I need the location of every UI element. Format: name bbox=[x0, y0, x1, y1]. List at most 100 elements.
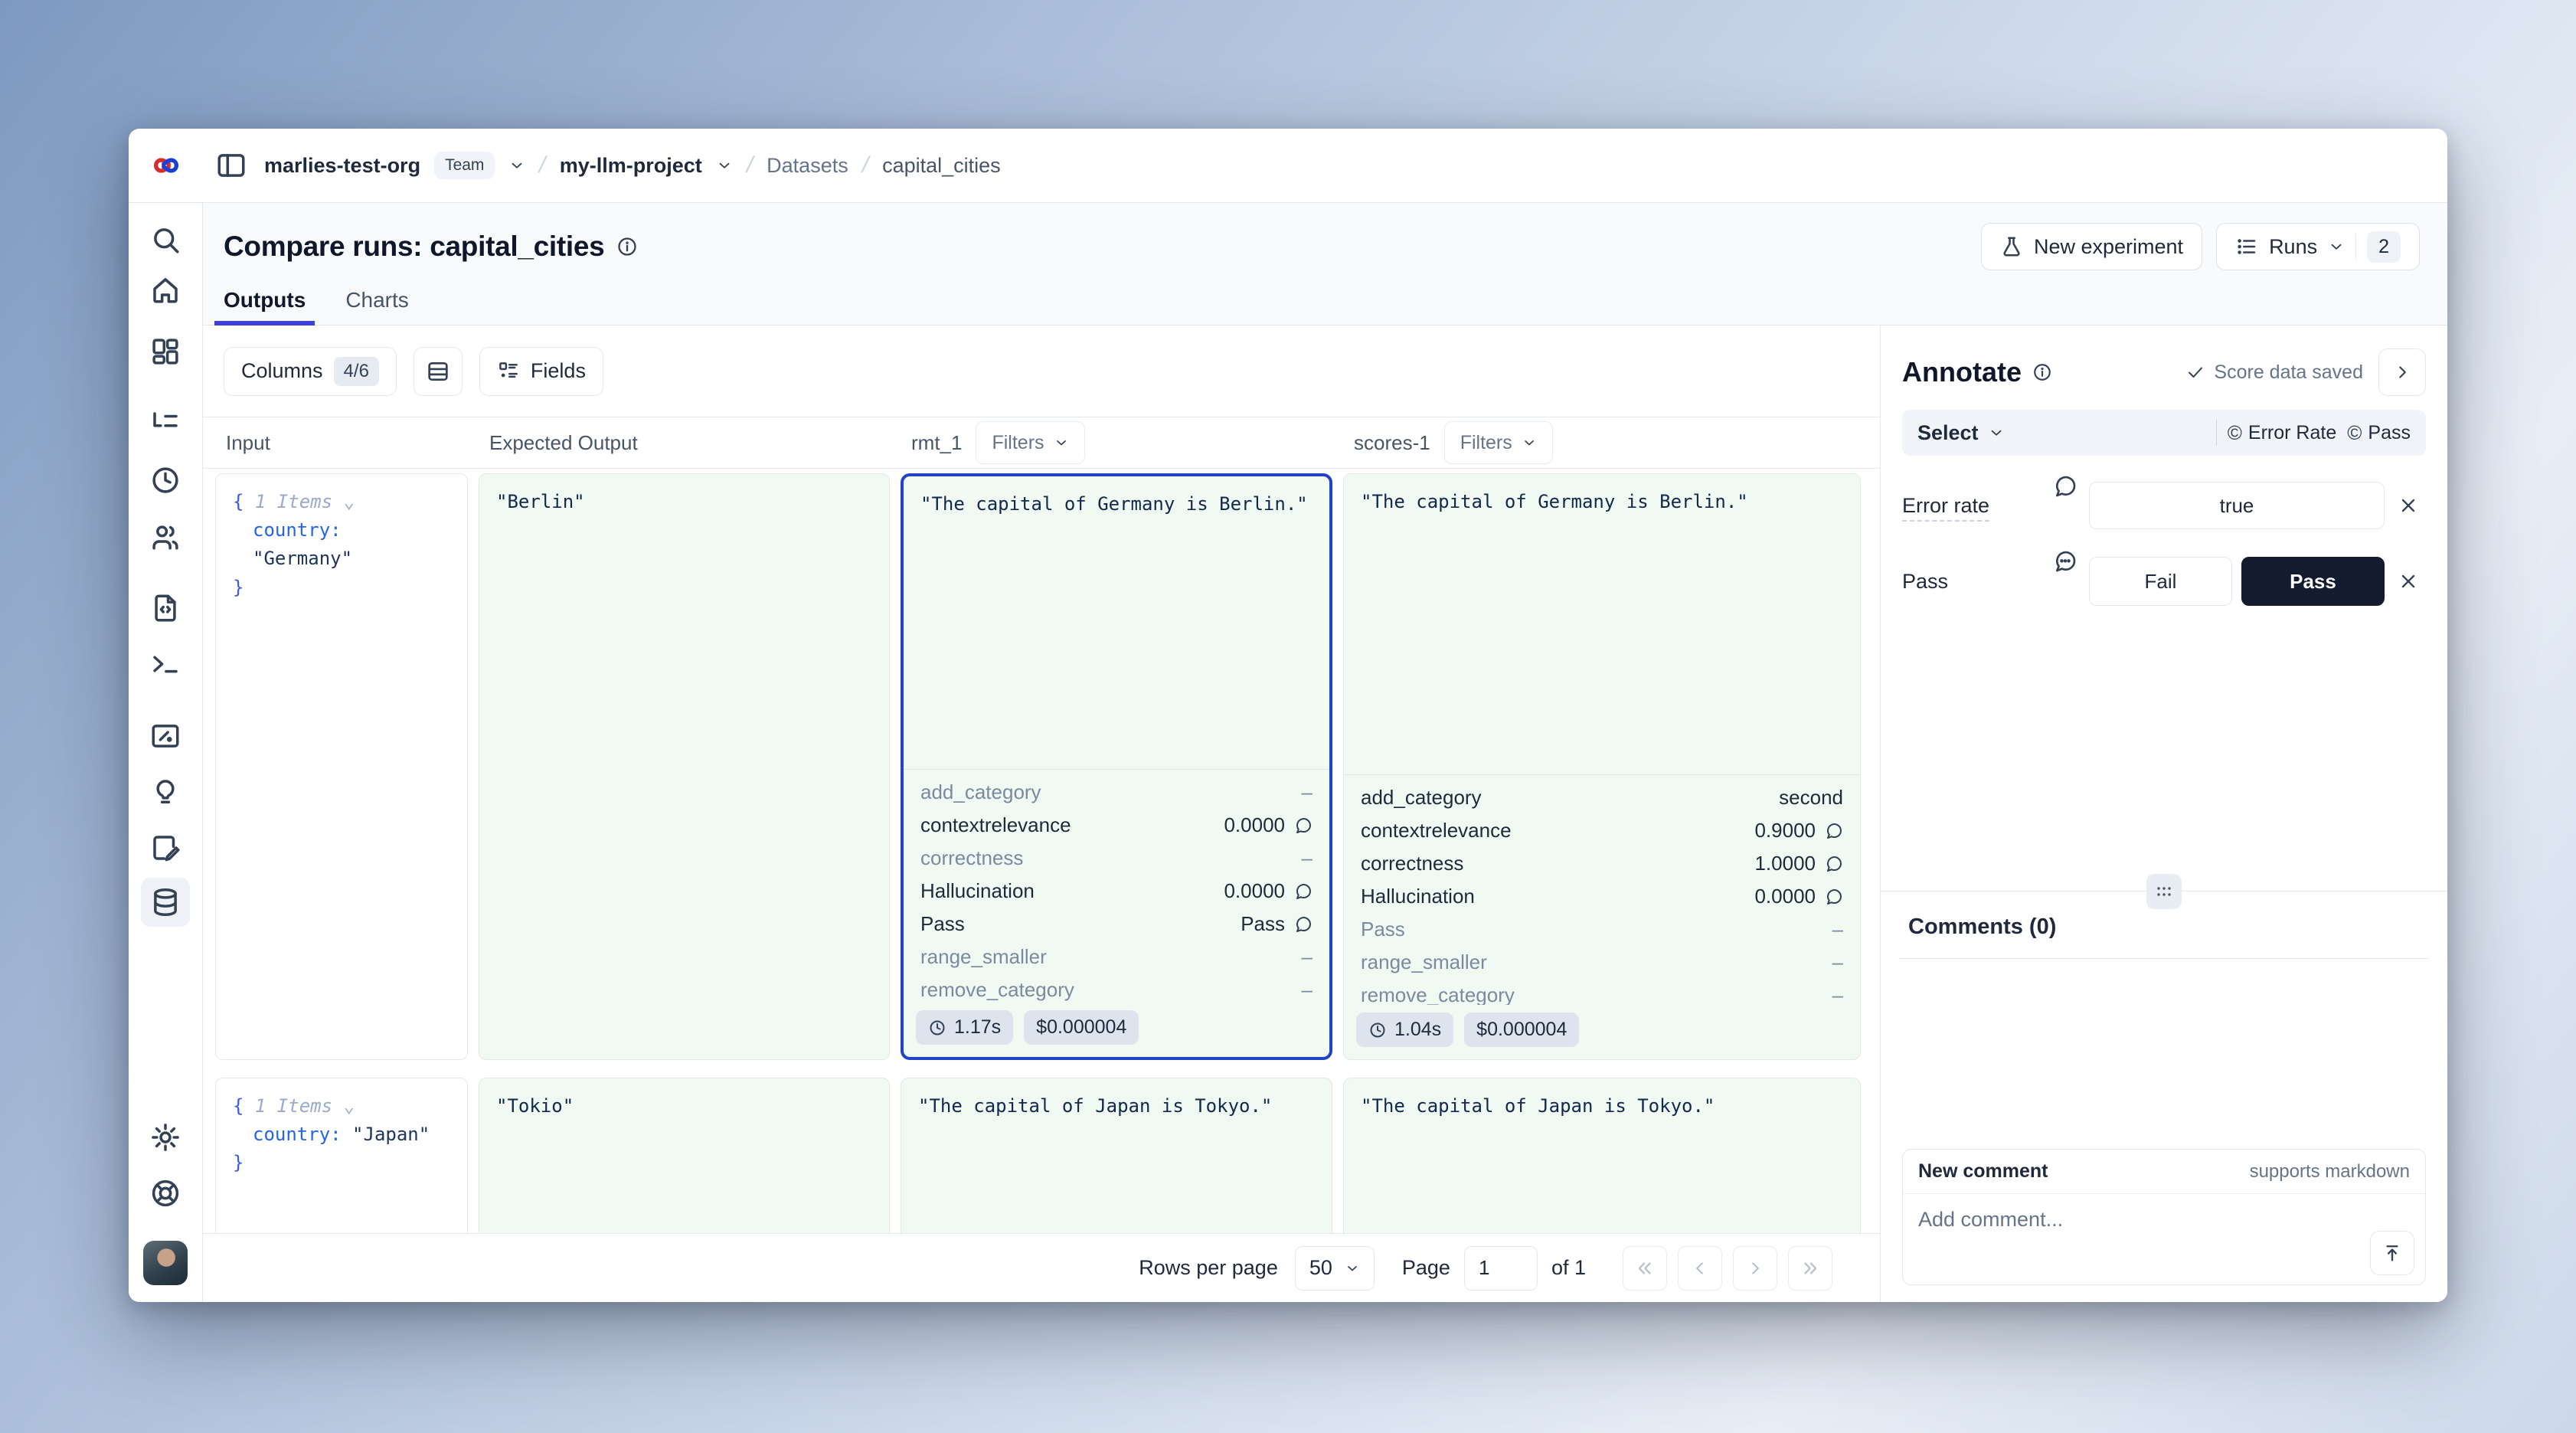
chevron-down-icon bbox=[1056, 440, 1066, 446]
sidebar-item-playground-terminal[interactable] bbox=[141, 640, 190, 689]
sidebar-item-insights[interactable] bbox=[141, 767, 190, 816]
sidebar-item-users[interactable] bbox=[141, 512, 190, 561]
breadcrumb-dataset-name[interactable]: capital_cities bbox=[882, 153, 1001, 177]
run2-output-cell[interactable]: "The capital of Germany is Berlin." add_… bbox=[1343, 473, 1861, 1060]
user-avatar[interactable] bbox=[141, 1238, 190, 1287]
submit-comment-button[interactable] bbox=[2370, 1231, 2414, 1275]
sidebar-item-tracing[interactable] bbox=[141, 400, 190, 449]
input-cell[interactable]: { 1 Items ⌄ country: "Germany" } bbox=[215, 473, 468, 1060]
comment-filled-icon[interactable] bbox=[2042, 549, 2089, 574]
clear-score-button[interactable] bbox=[2391, 571, 2426, 592]
collapse-panel-button[interactable] bbox=[2378, 348, 2426, 396]
sidebar-item-sessions[interactable] bbox=[141, 456, 190, 505]
last-page-button[interactable] bbox=[1788, 1245, 1832, 1291]
sidebar-item-search[interactable] bbox=[141, 215, 190, 264]
error-rate-value-input[interactable] bbox=[2089, 482, 2385, 529]
rows-per-page-label: Rows per page bbox=[1139, 1256, 1278, 1279]
breadcrumb-separator: / bbox=[537, 152, 549, 178]
top-nav: marlies-test-org Team / my-llm-project /… bbox=[129, 129, 2447, 203]
cost-badge: $0.000004 bbox=[1464, 1013, 1580, 1047]
runs-button[interactable]: Runs 2 bbox=[2216, 223, 2420, 270]
score-label-pass[interactable]: Pass bbox=[1902, 569, 1949, 593]
comment-icon[interactable] bbox=[1294, 816, 1313, 835]
run2-output-cell[interactable]: "The capital of Japan is Tokyo." bbox=[1343, 1078, 1861, 1233]
json-value: "Japan" bbox=[352, 1124, 430, 1146]
row-height-button[interactable] bbox=[413, 346, 463, 396]
run2-filters-button[interactable]: Filters bbox=[1443, 421, 1553, 464]
logo-icon bbox=[153, 158, 178, 173]
comment-input[interactable] bbox=[1903, 1194, 2425, 1284]
sidebar-item-annotation[interactable] bbox=[141, 823, 190, 872]
org-logo[interactable] bbox=[129, 150, 203, 181]
expected-output-cell[interactable]: "Tokio" bbox=[479, 1078, 890, 1233]
column-header-input: Input bbox=[226, 430, 270, 454]
breadcrumb-org[interactable]: marlies-test-org bbox=[264, 153, 421, 177]
tab-charts[interactable]: Charts bbox=[345, 288, 409, 312]
clear-score-button[interactable] bbox=[2391, 495, 2426, 516]
score-label-error-rate[interactable]: Error rate bbox=[1902, 493, 1990, 522]
comment-icon[interactable] bbox=[1825, 855, 1843, 873]
chevrons-right-icon bbox=[1804, 1261, 1817, 1274]
clock-icon bbox=[930, 1020, 945, 1035]
run-metrics: 1.17s $0.000004 bbox=[904, 1003, 1329, 1057]
columns-count-badge: 4/6 bbox=[333, 356, 379, 386]
comment-icon[interactable] bbox=[1825, 822, 1843, 840]
score-chip-pass[interactable]: © Pass bbox=[2347, 420, 2411, 444]
fail-option-button[interactable]: Fail bbox=[2089, 557, 2232, 606]
chevron-down-icon[interactable] bbox=[716, 157, 733, 174]
breadcrumb-project[interactable]: my-llm-project bbox=[559, 153, 702, 177]
info-icon[interactable] bbox=[2032, 362, 2052, 382]
sidebar-item-home[interactable] bbox=[141, 265, 190, 314]
clipboard-pen-icon bbox=[153, 836, 180, 862]
sidebar-item-support[interactable] bbox=[141, 1169, 190, 1218]
sidebar-toggle-icon[interactable] bbox=[215, 149, 247, 182]
score-row: add_category – bbox=[920, 780, 1313, 803]
json-items-count[interactable]: 1 Items bbox=[254, 491, 333, 512]
columns-button[interactable]: Columns 4/6 bbox=[224, 346, 397, 396]
new-experiment-button[interactable]: New experiment bbox=[1980, 223, 2203, 270]
app-window: marlies-test-org Team / my-llm-project /… bbox=[129, 129, 2447, 1302]
info-icon[interactable] bbox=[616, 236, 638, 257]
chevron-down-icon[interactable] bbox=[508, 157, 525, 174]
sidebar-item-prompts[interactable] bbox=[141, 584, 190, 633]
input-cell[interactable]: { 1 Items ⌄ country: "Japan" } bbox=[215, 1078, 468, 1233]
column-header-run2: scores-1 bbox=[1354, 430, 1430, 454]
sidebar-item-datasets[interactable] bbox=[141, 878, 190, 927]
fields-button[interactable]: Fields bbox=[479, 346, 603, 396]
breadcrumb-datasets[interactable]: Datasets bbox=[767, 153, 848, 177]
page-number-input[interactable] bbox=[1463, 1245, 1538, 1291]
sidebar-item-evaluation[interactable] bbox=[141, 712, 190, 761]
page-title: Compare runs: capital_cities bbox=[224, 231, 605, 262]
breadcrumb-separator: / bbox=[859, 152, 871, 178]
pass-option-button-selected[interactable]: Pass bbox=[2241, 557, 2385, 606]
comment-icon[interactable] bbox=[2042, 474, 2089, 499]
rows-icon bbox=[428, 362, 448, 381]
sidebar-item-dashboards[interactable] bbox=[141, 327, 190, 376]
json-items-count[interactable]: 1 Items bbox=[254, 1095, 333, 1117]
run1-output-cell-selected[interactable]: "The capital of Germany is Berlin." add_… bbox=[901, 473, 1332, 1060]
expected-output-cell[interactable]: "Berlin" bbox=[479, 473, 890, 1060]
sidebar-item-settings[interactable] bbox=[141, 1113, 190, 1162]
page-header: Compare runs: capital_cities New experim… bbox=[203, 203, 2447, 326]
scorecard-icon bbox=[152, 725, 179, 748]
score-chip-error-rate[interactable]: © Error Rate bbox=[2227, 420, 2337, 444]
tab-outputs[interactable]: Outputs bbox=[214, 288, 315, 326]
first-page-button[interactable] bbox=[1623, 1245, 1667, 1291]
select-config-dropdown[interactable]: Select bbox=[1917, 421, 2005, 445]
run1-output-cell[interactable]: "The capital of Japan is Tokyo." bbox=[901, 1078, 1332, 1233]
resize-drag-handle[interactable] bbox=[2146, 874, 2182, 909]
prev-page-button[interactable] bbox=[1678, 1245, 1722, 1291]
comment-icon[interactable] bbox=[1294, 882, 1313, 901]
cost-badge: $0.000004 bbox=[1024, 1010, 1139, 1045]
columns-label: Columns bbox=[241, 359, 323, 382]
avatar-image bbox=[143, 1241, 188, 1285]
rows-per-page-select[interactable]: 50 bbox=[1294, 1245, 1375, 1291]
submit-arrow-icon bbox=[2386, 1245, 2398, 1261]
divider bbox=[2355, 234, 2357, 260]
new-comment-card: New comment supports markdown bbox=[1902, 1149, 2426, 1285]
next-page-button[interactable] bbox=[1733, 1245, 1777, 1291]
save-status-label: Score data saved bbox=[2214, 361, 2363, 383]
comment-icon[interactable] bbox=[1294, 915, 1313, 934]
run1-filters-button[interactable]: Filters bbox=[976, 421, 1085, 464]
comment-icon[interactable] bbox=[1825, 888, 1843, 906]
